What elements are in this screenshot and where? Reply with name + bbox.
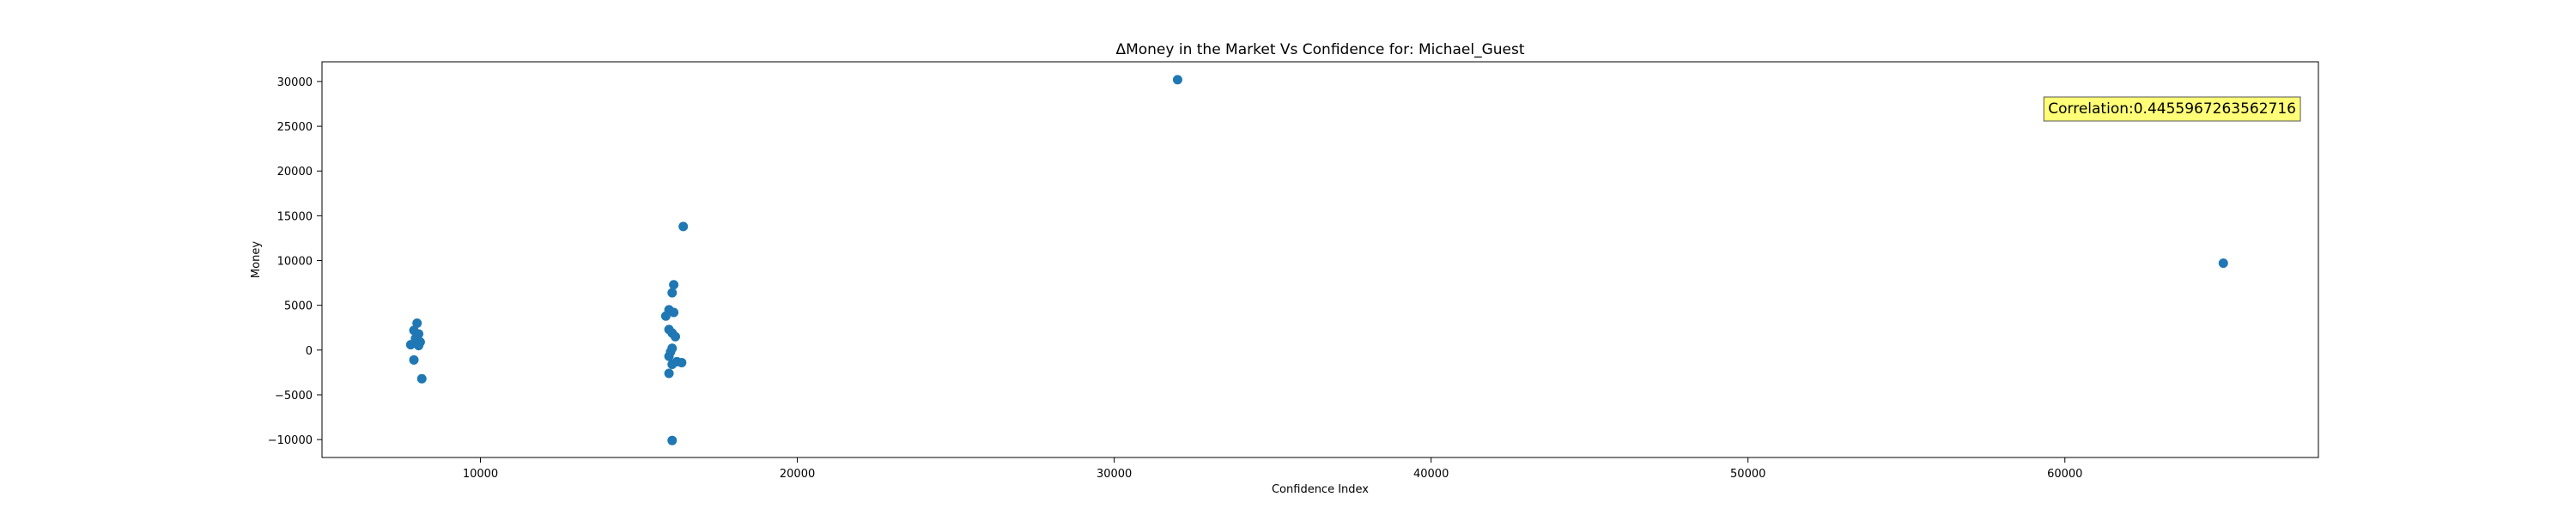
- data-point: [416, 373, 427, 384]
- data-point: [678, 221, 689, 232]
- data-point: [667, 288, 677, 298]
- data-point: [670, 331, 680, 342]
- y-tick-label: −5000: [275, 390, 313, 403]
- x-axis: 10000 20000 30000 40000 50000 60000: [463, 457, 2082, 481]
- x-tick-label: 30000: [1097, 468, 1132, 481]
- y-axis-label: Money: [250, 241, 263, 278]
- chart-title: ΔMoney in the Market Vs Confidence for: …: [1115, 41, 1524, 58]
- y-tick-label: 30000: [277, 76, 313, 89]
- data-point: [669, 280, 679, 290]
- x-tick-label: 10000: [463, 468, 498, 481]
- data-point: [667, 360, 677, 370]
- data-point: [664, 368, 674, 379]
- y-tick-label: −10000: [268, 434, 313, 447]
- x-tick-label: 40000: [1413, 468, 1449, 481]
- data-point: [660, 311, 671, 321]
- plot-area: 10000 20000 30000 40000 50000 60000 −10000−50…: [268, 61, 2319, 481]
- data-points: [405, 75, 2228, 445]
- plot-frame: [321, 61, 2319, 458]
- y-tick-label: 25000: [277, 121, 313, 134]
- data-point: [414, 341, 424, 351]
- x-tick-label: 20000: [780, 468, 815, 481]
- y-tick-label: 0: [306, 345, 313, 358]
- data-point: [2218, 258, 2228, 269]
- x-tick-label: 60000: [2047, 468, 2082, 481]
- data-point: [1172, 75, 1182, 85]
- x-tick-label: 50000: [1730, 468, 1765, 481]
- x-axis-label: Confidence Index: [1272, 483, 1369, 496]
- data-point: [669, 307, 679, 318]
- data-point: [667, 435, 677, 445]
- y-tick-label: 20000: [277, 166, 313, 179]
- annotation-box: [2043, 96, 2301, 122]
- y-tick-label: 15000: [277, 210, 313, 223]
- y-tick-label: 10000: [277, 256, 313, 269]
- data-point: [664, 351, 674, 361]
- data-point: [677, 357, 687, 367]
- correlation-annotation: Correlation:0.4455967263562716: [2043, 96, 2301, 122]
- data-point: [405, 340, 416, 350]
- data-point: [412, 318, 422, 329]
- data-point: [409, 354, 419, 365]
- annotation-text: Correlation:0.4455967263562716: [2048, 100, 2296, 118]
- y-axis: −10000 −5000 0 5000 10000 15000 20000 25000 3000…: [268, 76, 322, 447]
- y-tick-label: 5000: [284, 300, 313, 313]
